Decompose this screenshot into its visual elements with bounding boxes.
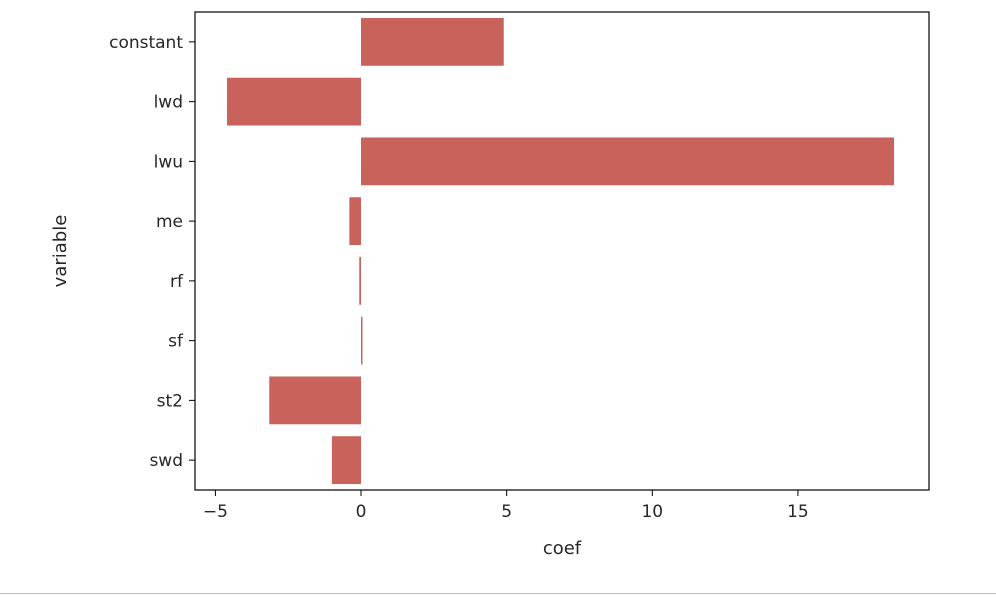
plot-area-frame xyxy=(194,11,930,491)
y-tick-label-swd: swd xyxy=(149,451,183,471)
y-tick-label-me: me xyxy=(156,212,183,232)
bar-swd xyxy=(331,436,362,485)
bar-lwd xyxy=(227,77,362,126)
bottom-divider xyxy=(0,593,996,594)
x-tick-label: 0 xyxy=(356,502,367,522)
bar-constant xyxy=(361,17,504,66)
x-tick-label: 10 xyxy=(641,502,663,522)
y-tick-label-rf: rf xyxy=(170,272,184,292)
y-tick-label-st2: st2 xyxy=(157,391,183,411)
x-tick-label: −5 xyxy=(203,502,228,522)
y-tick-label-lwd: lwd xyxy=(154,93,183,113)
x-axis-label: coef xyxy=(543,538,582,559)
y-axis: constant lwd lwu me rf sf st2 swd xyxy=(109,33,195,471)
y-tick-label-lwu: lwu xyxy=(154,152,183,172)
x-axis: −5 0 5 10 15 xyxy=(203,490,809,522)
x-tick-label: 15 xyxy=(787,502,809,522)
y-tick-label-sf: sf xyxy=(168,332,184,352)
bar-me xyxy=(349,197,362,246)
y-tick-label-constant: constant xyxy=(109,33,183,53)
bar-st2 xyxy=(269,376,362,425)
bar-sf xyxy=(361,316,363,365)
y-axis-label: variable xyxy=(50,215,71,288)
bars-group xyxy=(227,17,895,485)
bar-lwu xyxy=(361,137,895,186)
x-tick-label: 5 xyxy=(501,502,512,522)
bar-rf xyxy=(359,256,362,305)
